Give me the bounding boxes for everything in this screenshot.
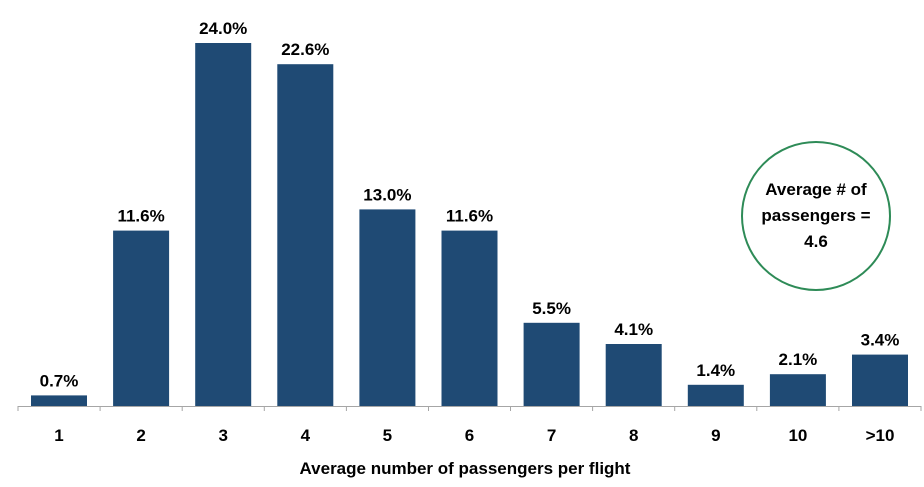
x-axis-label: Average number of passengers per flight xyxy=(300,459,631,478)
bar-9 xyxy=(687,384,744,406)
x-tick-label-5: 5 xyxy=(383,426,392,445)
average-callout-line-2: passengers = xyxy=(761,206,870,225)
x-tick-label-1: 1 xyxy=(54,426,63,445)
x-tick-label-4: 4 xyxy=(301,426,311,445)
x-tick-label-8: 8 xyxy=(629,426,638,445)
data-label-1: 0.7% xyxy=(40,371,79,390)
data-label-6: 11.6% xyxy=(446,207,493,226)
x-tick-label-2: 2 xyxy=(136,426,145,445)
x-axis-ticks-group: 1 2 3 4 5 6 7 8 9 10 >10 xyxy=(17,406,922,445)
x-tick-label->10: >10 xyxy=(866,426,895,445)
average-callout-line-3: 4.6 xyxy=(804,232,828,251)
x-tick-label-7: 7 xyxy=(547,426,556,445)
data-label-5: 13.0% xyxy=(363,185,411,204)
bar-5 xyxy=(359,209,416,406)
average-callout-circle xyxy=(741,141,891,291)
bar-3 xyxy=(195,43,252,406)
data-label-2: 11.6% xyxy=(117,207,164,226)
data-label-10: 2.1% xyxy=(779,350,818,369)
bars-group xyxy=(31,43,908,406)
data-label-3: 24.0% xyxy=(199,19,247,38)
data-label->10: 3.4% xyxy=(861,331,900,350)
bar-10 xyxy=(769,374,826,406)
x-tick-label-3: 3 xyxy=(218,426,227,445)
bar-4 xyxy=(277,64,334,406)
data-labels-group: 0.7% 11.6% 24.0% 22.6% 13.0% 11.6% 5.5% 4.1% 1.4… xyxy=(40,19,900,390)
bar-1 xyxy=(31,395,87,406)
data-label-4: 22.6% xyxy=(281,40,329,59)
bar-2 xyxy=(113,230,170,406)
bar-7 xyxy=(523,322,580,406)
average-callout: Average # of passengers = 4.6 xyxy=(741,141,891,291)
x-tick-label-10: 10 xyxy=(788,426,807,445)
x-tick-label-9: 9 xyxy=(711,426,720,445)
bar-6 xyxy=(441,230,498,406)
data-label-7: 5.5% xyxy=(532,299,571,318)
bar->10 xyxy=(852,354,908,406)
average-callout-line-1: Average # of xyxy=(765,180,867,199)
data-label-9: 1.4% xyxy=(696,361,735,380)
data-label-8: 4.1% xyxy=(614,320,653,339)
bar-8 xyxy=(605,344,662,406)
x-tick-label-6: 6 xyxy=(465,426,474,445)
